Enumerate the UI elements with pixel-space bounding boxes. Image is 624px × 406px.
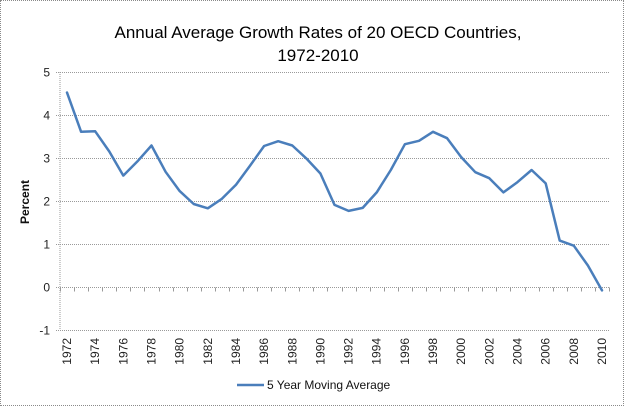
x-tick-label: 2004 — [511, 338, 525, 365]
y-tick-label: 0 — [43, 281, 50, 295]
x-tick-label: 1988 — [285, 338, 299, 365]
x-tick-label: 1986 — [257, 338, 271, 365]
series-group — [65, 91, 604, 292]
x-tick-label: 1978 — [145, 338, 159, 365]
x-tick-label: 2006 — [539, 338, 553, 365]
x-tick-label: 1972 — [60, 338, 74, 365]
x-tick-label: 1994 — [370, 338, 384, 365]
y-tick-labels: 5 4 3 2 1 0 -1 — [39, 66, 50, 338]
series-line — [65, 91, 604, 292]
x-tick-label: 1990 — [313, 338, 327, 365]
x-tick-label: 1992 — [342, 338, 356, 365]
x-tick-label: 2010 — [595, 338, 609, 365]
y-tick-label: 3 — [43, 152, 50, 166]
x-tick-label: 2000 — [454, 338, 468, 365]
x-tick-label: 1980 — [173, 338, 187, 365]
y-tick-label: 1 — [43, 238, 50, 252]
x-tick-labels: 1972 1974 1976 1978 1980 1982 1984 1986 1988 1990… — [60, 338, 609, 365]
x-tick-label: 2002 — [482, 338, 496, 365]
y-tick-label: -1 — [39, 324, 50, 338]
y-axis-label: Percent — [18, 180, 32, 224]
y-tick-label: 4 — [43, 109, 50, 123]
x-tick-label: 1998 — [426, 338, 440, 365]
legend: 5 Year Moving Average — [237, 378, 391, 392]
x-tick-label: 1984 — [229, 338, 243, 365]
x-tick-label: 1982 — [201, 338, 215, 365]
x-tick-label: 1974 — [88, 338, 102, 365]
chart-title: Annual Average Growth Rates of 20 OECD C… — [115, 23, 522, 42]
legend-label: 5 Year Moving Average — [267, 378, 391, 392]
gridlines — [56, 72, 610, 331]
x-tick-label: 1996 — [398, 338, 412, 365]
x-tick-label: 2008 — [567, 338, 581, 365]
chart-subtitle: 1972-2010 — [277, 46, 358, 65]
x-tick-label: 1976 — [116, 338, 130, 365]
y-tick-label: 2 — [43, 195, 50, 209]
y-tick-label: 5 — [43, 66, 50, 80]
